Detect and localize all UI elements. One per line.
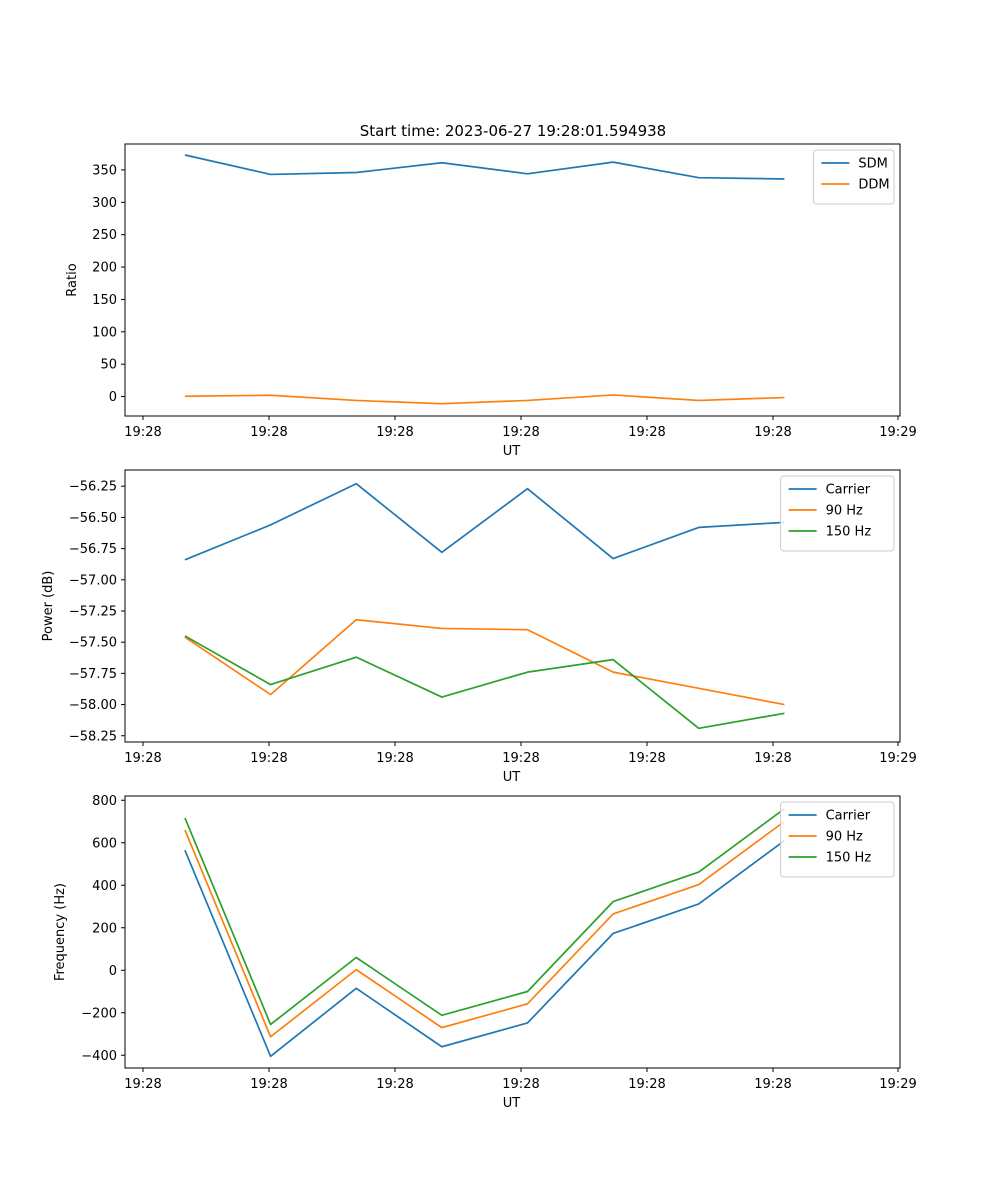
x-tick-label: 19:28 [376,1077,413,1092]
legend-label: 150 Hz [826,851,872,866]
series-line-90-hz [184,820,785,1038]
series-line-150-hz [184,635,785,730]
x-tick-label: 19:28 [628,751,665,766]
legend-label: 90 Hz [826,504,863,519]
y-tick-label: −56.75 [69,542,117,557]
axes-frame [124,143,901,417]
y-tick-label: −56.25 [69,480,117,495]
y-tick-label: 800 [92,794,117,809]
subplot-1: 19:28 19:28 19:28 19:28 19:28 19:28 19:29 0 50 10… [65,143,917,459]
x-tick-label: 19:28 [250,751,287,766]
legend: Carrier 90 Hz 150 Hz [780,475,895,552]
y-tick-label: 400 [92,879,117,894]
y-tick-label: 50 [100,358,117,373]
x-tick-label: 19:29 [879,1077,916,1092]
legend-box [780,475,895,552]
y-tick-label: −57.25 [69,604,117,619]
x-tick-label: 19:28 [250,425,287,440]
x-tick-label: 19:28 [754,751,791,766]
y-tick-label: −57.00 [69,573,117,588]
series-line-carrier [184,482,785,561]
y-tick-label: −400 [81,1049,117,1064]
y-axis-label: Power (dB) [41,571,56,642]
legend-box [780,801,895,878]
y-tick-label: −57.75 [69,667,117,682]
legend-label: SDM [858,157,887,172]
x-tick-label: 19:29 [879,751,916,766]
series-line-150-hz [184,808,785,1026]
x-tick-label: 19:28 [502,1077,539,1092]
x-tick-label: 19:28 [502,751,539,766]
subplot-2: 19:28 19:28 19:28 19:28 19:28 19:28 19:29 −56.2… [41,469,917,785]
y-tick-label: −200 [81,1006,117,1021]
plots-container: 19:28 19:28 19:28 19:28 19:28 19:28 19:29 0 50 10… [41,143,917,1111]
y-tick-label: −58.00 [69,698,117,713]
x-tick-label: 19:28 [628,425,665,440]
legend-label: Carrier [826,483,871,498]
figure-title: Start time: 2023-06-27 19:28:01.594938 [360,122,666,140]
y-axis-label: Frequency (Hz) [53,883,68,981]
y-tick-label: 600 [92,836,117,851]
legend-label: DDM [858,178,889,193]
legend-label: Carrier [826,809,871,824]
y-tick-label: 100 [92,325,117,340]
y-tick-label: 350 [92,163,117,178]
x-tick-label: 19:29 [879,425,916,440]
legend-label: 150 Hz [826,525,872,540]
x-tick-label: 19:28 [754,425,791,440]
y-tick-label: 250 [92,228,117,243]
y-tick-label: 150 [92,293,117,308]
x-tick-label: 19:28 [502,425,539,440]
x-tick-label: 19:28 [124,1077,161,1092]
series-line-90-hz [184,618,785,706]
x-tick-label: 19:28 [124,425,161,440]
x-axis-label: UT [503,1096,521,1111]
series-line-sdm [184,154,785,180]
x-tick-label: 19:28 [124,751,161,766]
y-tick-label: 300 [92,196,117,211]
x-tick-label: 19:28 [754,1077,791,1092]
y-tick-label: 0 [109,390,117,405]
y-tick-label: −57.50 [69,636,117,651]
y-tick-label: −58.25 [69,729,117,744]
y-tick-label: −56.50 [69,511,117,526]
series-line-carrier [184,839,785,1058]
x-tick-label: 19:28 [628,1077,665,1092]
y-tick-label: 0 [109,964,117,979]
x-axis-label: UT [503,770,521,785]
subplot-3: 19:28 19:28 19:28 19:28 19:28 19:28 19:29 −400 −… [53,794,917,1111]
y-tick-label: 200 [92,261,117,276]
legend-label: 90 Hz [826,830,863,845]
series-line-ddm [184,394,785,405]
axes-frame [124,795,901,1069]
y-tick-label: 200 [92,921,117,936]
legend: Carrier 90 Hz 150 Hz [780,801,895,878]
x-tick-label: 19:28 [250,1077,287,1092]
y-axis-label: Ratio [65,263,80,296]
x-tick-label: 19:28 [376,751,413,766]
x-tick-label: 19:28 [376,425,413,440]
axes-frame [124,469,901,743]
legend: SDM DDM [812,149,895,205]
x-axis-label: UT [503,444,521,459]
